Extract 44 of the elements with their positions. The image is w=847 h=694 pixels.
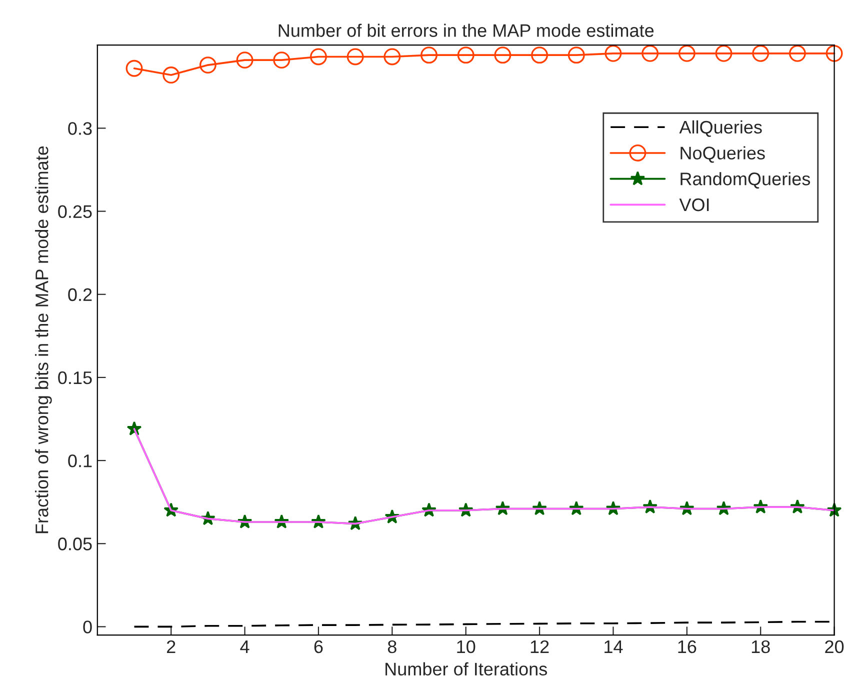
legend-label: NoQueries	[680, 146, 765, 163]
y-tick-label: 0.25	[58, 205, 92, 218]
point	[826, 44, 843, 62]
point	[310, 48, 327, 66]
x-tick-label: 12	[530, 640, 549, 653]
x-tick-label: 16	[678, 640, 696, 654]
x-tick-label: 4	[240, 640, 250, 653]
point	[678, 44, 696, 62]
y-tick-label: 0.1	[68, 454, 92, 468]
point	[126, 60, 143, 77]
x-tick-label: 6	[314, 640, 323, 654]
point	[531, 46, 548, 64]
x-axis-title: Number of Iterations	[386, 662, 547, 676]
chart-title: Number of bit errors in the MAP mode estimate	[278, 24, 654, 37]
y-tick-label: 0	[83, 620, 92, 634]
x-tick-label: 8	[388, 640, 396, 654]
point	[273, 52, 290, 69]
y-tick-label: 0.3	[68, 122, 92, 135]
point	[494, 46, 512, 64]
point	[568, 46, 585, 64]
legend-label: RandomQueries	[680, 172, 810, 189]
y-tick-label: 0.05	[58, 538, 92, 550]
x-tick-label: 14	[604, 640, 623, 653]
point	[788, 44, 806, 62]
y-tick-label: 0.15	[58, 371, 92, 384]
y-axis-title: Fraction of wrong bits in the MAP mode estimate	[35, 146, 52, 534]
point	[236, 52, 254, 69]
point	[715, 44, 732, 62]
point	[604, 44, 622, 62]
x-tick-label: 20	[825, 640, 844, 654]
legend-label: AllQueries	[679, 120, 762, 137]
point	[420, 46, 438, 64]
legend-label: VOI	[679, 198, 709, 212]
point	[162, 66, 180, 84]
y-tick-label: 0.2	[68, 288, 92, 302]
point	[384, 48, 401, 66]
point	[199, 56, 216, 74]
x-tick-label: 18	[752, 640, 770, 654]
point	[752, 44, 770, 62]
point	[457, 46, 474, 64]
x-tick-label: 2	[166, 640, 176, 653]
x-tick-label: 10	[457, 640, 476, 654]
point	[346, 48, 364, 66]
point	[642, 44, 659, 62]
